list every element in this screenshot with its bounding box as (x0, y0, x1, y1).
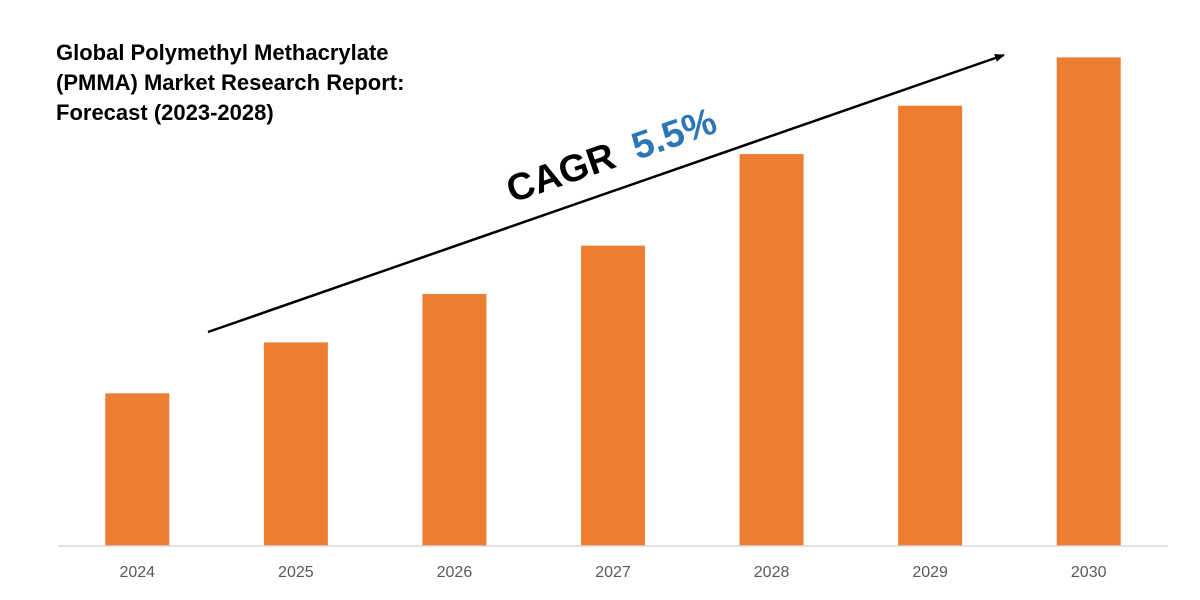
x-tick-label-2025: 2025 (278, 564, 314, 581)
chart-title: Global Polymethyl Methacrylate (PMMA) Ma… (56, 38, 496, 128)
x-tick-label-2026: 2026 (437, 564, 473, 581)
chart-title-line-2: (PMMA) Market Research Report: (56, 70, 405, 95)
bars-layer (105, 57, 1121, 547)
x-tick-label-2024: 2024 (119, 564, 155, 581)
cagr-annotation: CAGR 5.5% (501, 100, 722, 211)
x-axis-tick-labels: 2024 2025 2026 2027 2028 2029 2030 (119, 564, 1106, 581)
chart-title-line-1: Global Polymethyl Methacrylate (56, 40, 389, 65)
bar-2028 (739, 154, 804, 546)
cagr-label: CAGR (501, 135, 620, 211)
bar-2030 (1056, 57, 1121, 547)
chart-title-line-3: Forecast (2023-2028) (56, 100, 274, 125)
bar-2026 (422, 294, 487, 546)
bar-2025 (263, 342, 328, 546)
trend-arrow (207, 53, 1005, 334)
bar-2029 (898, 105, 963, 546)
x-tick-label-2030: 2030 (1071, 564, 1107, 581)
x-tick-label-2027: 2027 (595, 564, 631, 581)
x-tick-label-2028: 2028 (754, 564, 790, 581)
x-tick-label-2029: 2029 (912, 564, 948, 581)
bar-2024 (105, 393, 170, 546)
bar-2027 (581, 245, 645, 546)
